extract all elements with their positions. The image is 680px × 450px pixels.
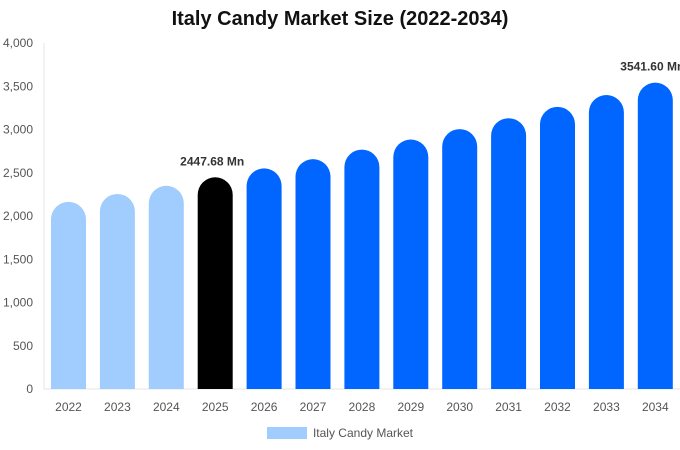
legend: Italy Candy Market [0,426,680,440]
legend-swatch [266,427,307,439]
x-tick-label: 2026 [251,400,278,414]
bar-2028 [344,149,380,389]
x-tick-label: 2022 [55,400,82,414]
x-tick-label: 2025 [202,400,229,414]
bar-2030 [442,129,478,389]
bar-2023 [99,193,135,389]
data-label-2025: 2447.68 Mn [180,154,244,168]
bar-2031 [491,118,527,390]
x-tick-label: 2024 [153,400,180,414]
legend-label: Italy Candy Market [312,426,414,440]
x-tick-label: 2029 [397,400,424,414]
x-tick-label: 2031 [495,400,522,414]
bar-2024 [148,185,184,389]
y-tick-label: 2,500 [3,166,33,180]
data-label-2034: 3541.60 Mn [620,60,680,74]
bar-2032 [540,106,575,389]
y-tick-label: 1,000 [3,296,33,310]
x-tick-label: 2027 [300,400,327,414]
x-tick-label: 2028 [349,400,376,414]
y-tick-label: 4,000 [3,36,33,50]
y-tick-label: 0 [26,382,33,396]
bar-2022 [51,201,86,389]
y-tick-label: 1,500 [3,252,33,266]
bar-2029 [393,139,429,389]
x-tick-label: 2033 [593,400,620,414]
x-tick-label: 2034 [642,400,669,414]
y-tick-label: 3,500 [3,79,33,93]
bar-2026 [246,168,282,389]
y-tick-label: 500 [13,339,33,353]
bar-2025 [197,177,233,389]
x-tick-label: 2032 [544,400,571,414]
bar-2034 [637,82,673,389]
x-tick-label: 2030 [446,400,473,414]
y-tick-label: 3,000 [3,123,33,137]
bar-2027 [295,159,331,389]
chart-title: Italy Candy Market Size (2022-2034) [171,8,509,30]
bar-2033 [588,94,624,389]
x-tick-label: 2023 [104,400,131,414]
y-tick-label: 2,000 [3,209,33,223]
